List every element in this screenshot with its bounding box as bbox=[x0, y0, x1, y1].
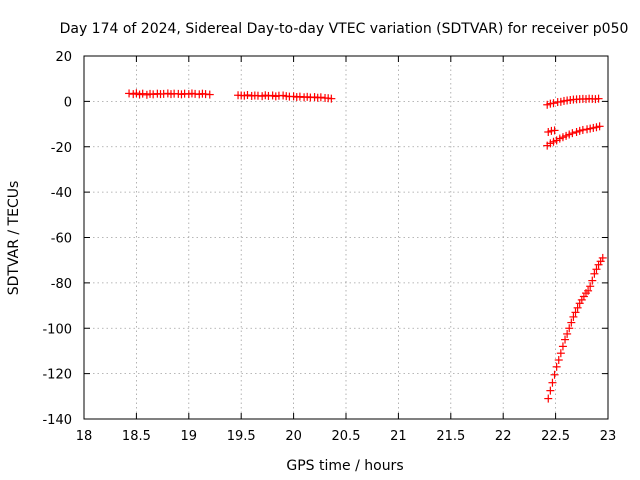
data-point bbox=[205, 90, 214, 99]
data-point bbox=[578, 125, 587, 134]
x-tick-label: 20 bbox=[285, 429, 302, 444]
x-tick-label: 22.5 bbox=[541, 429, 570, 444]
y-tick-label: 0 bbox=[64, 95, 72, 110]
data-point bbox=[598, 253, 607, 262]
data-point bbox=[552, 362, 561, 371]
y-tick-label: -100 bbox=[42, 322, 72, 337]
data-point bbox=[584, 286, 593, 295]
data-segment bbox=[125, 89, 214, 99]
x-tick-label: 19.5 bbox=[227, 429, 256, 444]
y-tick-label: 20 bbox=[55, 50, 72, 65]
y-tick-label: -80 bbox=[51, 277, 72, 292]
data-point bbox=[550, 370, 559, 379]
data-point bbox=[575, 299, 584, 308]
x-tick-label: 20.5 bbox=[332, 429, 361, 444]
data-segment bbox=[544, 253, 607, 403]
data-point bbox=[546, 386, 555, 395]
y-tick-label: -60 bbox=[51, 232, 72, 247]
data-point bbox=[569, 312, 578, 321]
data-point bbox=[590, 269, 599, 278]
data-point bbox=[577, 295, 586, 304]
data-segment bbox=[543, 94, 603, 109]
data-point bbox=[594, 260, 603, 269]
x-tick-labels: 18 18.5 19 19.5 20 20.5 21 21.5 22 22.5 23 bbox=[76, 429, 617, 444]
data-point bbox=[588, 276, 597, 285]
data-point bbox=[558, 342, 567, 351]
x-tick-label: 18.5 bbox=[122, 429, 151, 444]
y-tick-label: -20 bbox=[51, 141, 72, 156]
y-tick-labels: 20 0 -20 -40 -60 -80 -100 -120 -140 bbox=[42, 50, 72, 428]
y-tick-label: -120 bbox=[42, 368, 72, 383]
data-point bbox=[568, 129, 577, 138]
data-point bbox=[549, 99, 558, 108]
data-point bbox=[548, 378, 557, 387]
data-point bbox=[550, 126, 559, 135]
data-point bbox=[596, 257, 605, 266]
x-tick-label: 23 bbox=[600, 429, 617, 444]
data-point bbox=[567, 318, 576, 327]
data-point bbox=[571, 308, 580, 317]
y-tick-label: -40 bbox=[51, 186, 72, 201]
data-point bbox=[544, 394, 553, 403]
data-point bbox=[316, 93, 325, 102]
y-tick-label: -140 bbox=[42, 413, 72, 428]
data-point bbox=[149, 90, 158, 99]
data-segment bbox=[543, 122, 604, 150]
data-points bbox=[125, 89, 607, 403]
data-point bbox=[595, 122, 604, 131]
data-point bbox=[556, 349, 565, 358]
data-point bbox=[579, 292, 588, 301]
x-tick-label: 18 bbox=[76, 429, 93, 444]
data-point bbox=[565, 324, 574, 333]
data-point bbox=[554, 356, 563, 365]
data-point bbox=[243, 91, 252, 100]
data-point bbox=[295, 92, 304, 101]
data-point bbox=[125, 89, 134, 98]
chart-title: Day 174 of 2024, Sidereal Day-to-day VTE… bbox=[60, 21, 629, 37]
data-point bbox=[592, 265, 601, 274]
data-point bbox=[563, 329, 572, 338]
data-segment bbox=[234, 91, 336, 103]
axis-ticks bbox=[83, 55, 609, 420]
y-axis-label: SDTVAR / TECUs bbox=[6, 181, 22, 296]
x-axis-label: GPS time / hours bbox=[286, 458, 403, 474]
data-point bbox=[573, 303, 582, 312]
grid bbox=[84, 56, 608, 419]
x-tick-label: 19 bbox=[181, 429, 198, 444]
data-point bbox=[586, 282, 595, 291]
x-tick-label: 21.5 bbox=[436, 429, 465, 444]
data-segment bbox=[544, 126, 559, 137]
data-point bbox=[138, 89, 147, 98]
x-tick-label: 21 bbox=[390, 429, 407, 444]
data-point bbox=[561, 335, 570, 344]
data-point bbox=[594, 94, 603, 103]
x-tick-label: 22 bbox=[495, 429, 512, 444]
data-point bbox=[327, 94, 336, 103]
